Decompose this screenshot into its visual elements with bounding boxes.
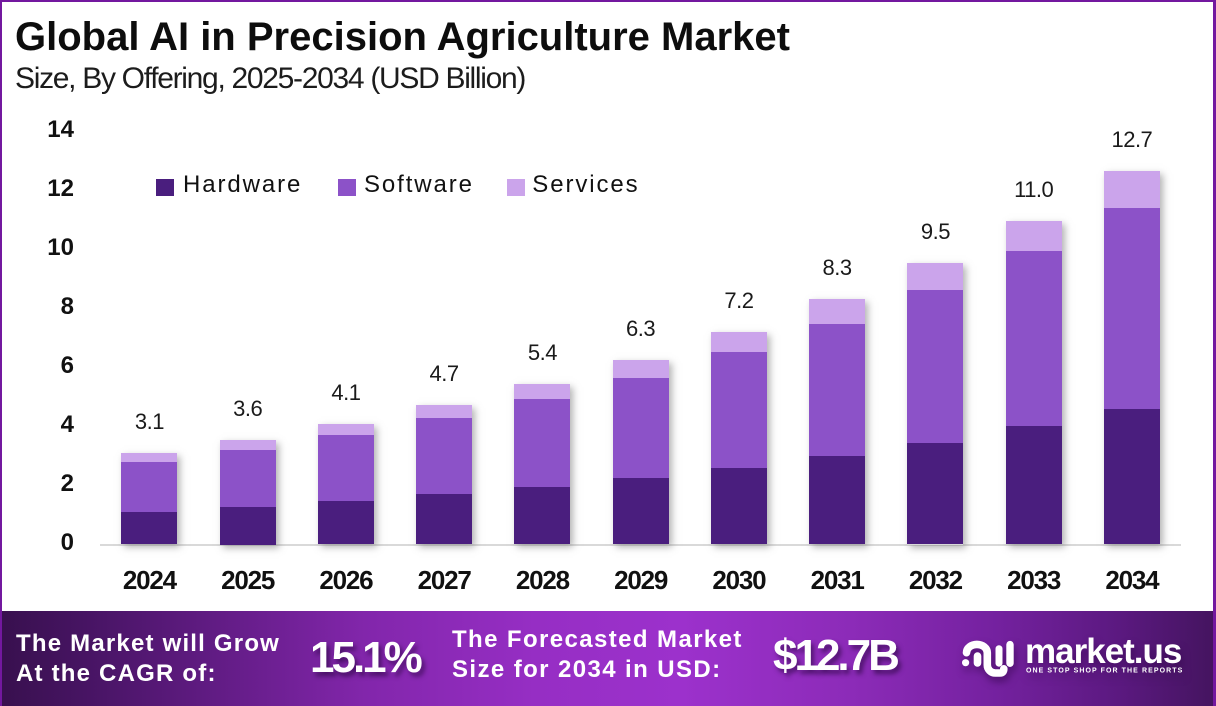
svg-text:ONE STOP SHOP FOR THE REPORTS: ONE STOP SHOP FOR THE REPORTS	[1026, 668, 1183, 675]
svg-text:market.us: market.us	[1025, 632, 1182, 671]
